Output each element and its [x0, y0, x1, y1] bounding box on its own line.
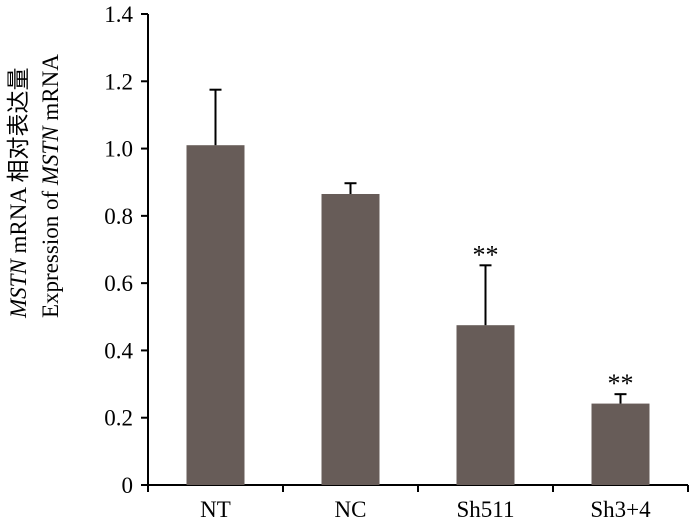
- y-tick-label: 1.2: [104, 69, 133, 94]
- y-tick-label: 0: [122, 473, 134, 498]
- bar-NT: [186, 145, 245, 485]
- y-tick-label: 0.4: [104, 338, 133, 363]
- bar-Sh3+4: [591, 403, 650, 485]
- y-axis-label: MSTN mRNA 相对表达量 Expression of MSTN mRNA: [6, 54, 63, 319]
- x-tick-label: Sh511: [457, 497, 515, 522]
- y-axis-label-line2-suffix: mRNA: [38, 54, 63, 127]
- x-tick-label: NC: [335, 497, 367, 522]
- y-axis-label-line1-rest: mRNA 相对表达量: [6, 68, 31, 260]
- y-tick-label: 1.4: [104, 2, 133, 27]
- bars: ** **: [186, 88, 650, 485]
- y-axis-label-line2-prefix: Expression of: [38, 185, 63, 318]
- y-axis-label-line1-italic: MSTN: [6, 258, 31, 319]
- y-axis-label-line1: MSTN mRNA 相对表达量: [6, 68, 31, 319]
- bar-NC: [321, 193, 380, 485]
- significance-marker: **: [473, 240, 499, 269]
- significance-marker: **: [608, 369, 634, 398]
- y-axis-label-line2-italic: MSTN: [38, 125, 63, 186]
- bar-Sh511: [456, 325, 515, 485]
- y-axis-label-line2: Expression of MSTN mRNA: [38, 54, 63, 318]
- y-tick-label: 0.2: [104, 406, 133, 431]
- y-tick-label: 0.8: [104, 204, 133, 229]
- y-tick-label: 0.6: [104, 271, 133, 296]
- y-tick-label: 1.0: [104, 137, 133, 162]
- y-axis: 0 0.2 0.4 0.6 0.8 1.0 1.2 1.4: [104, 2, 149, 498]
- x-tick-label: NT: [200, 497, 231, 522]
- x-tick-label: Sh3+4: [590, 497, 651, 522]
- x-axis: NT NC Sh511 Sh3+4: [147, 484, 689, 522]
